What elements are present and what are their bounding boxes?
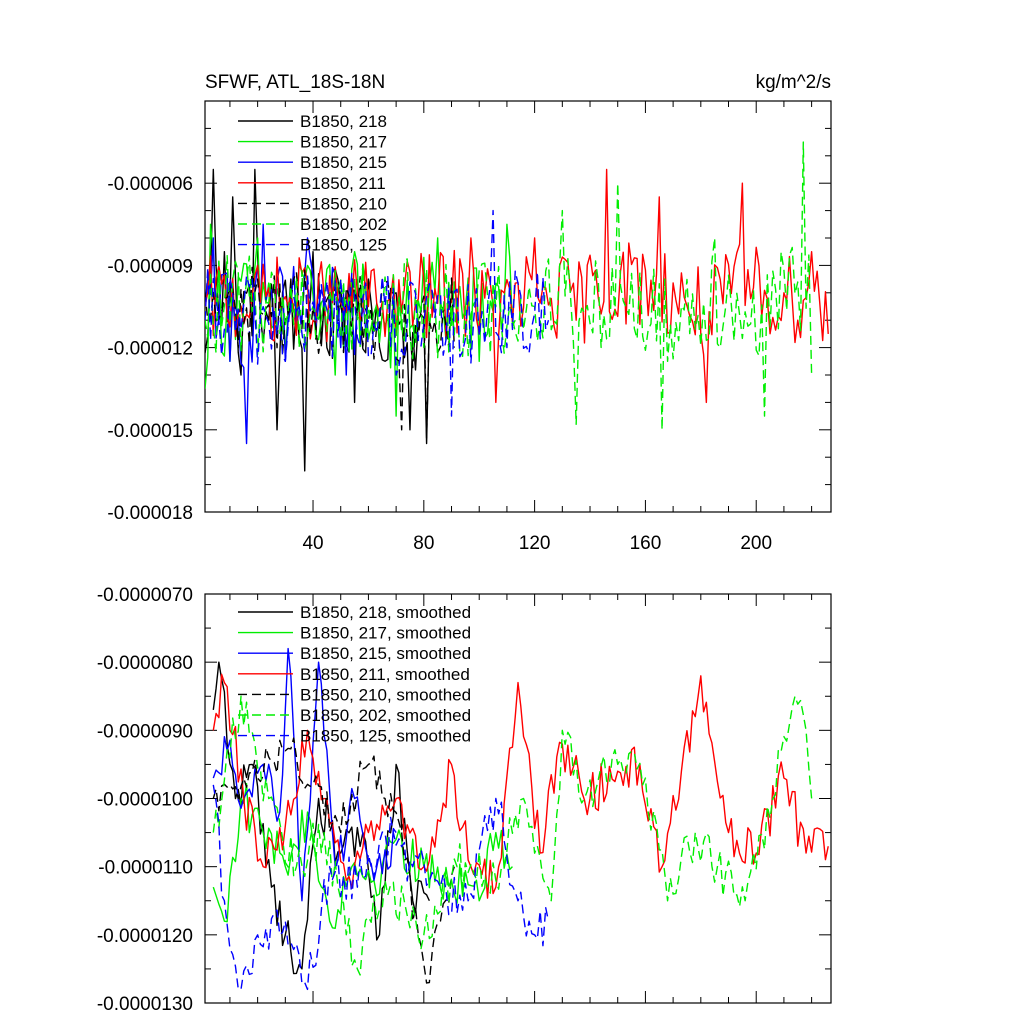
series-line-4 xyxy=(205,168,829,404)
series-line-1 xyxy=(212,661,430,975)
y-tick-label: -0.000015 xyxy=(107,421,193,442)
y-tick-label: -0.0000070 xyxy=(97,585,193,606)
x-tick-label: 160 xyxy=(630,533,662,554)
y-tick-label: -0.0000100 xyxy=(97,790,193,811)
chart-title: SFWF, ATL_18S-18N xyxy=(205,72,385,93)
legend-label: B1850, 215, smoothed xyxy=(300,644,471,663)
bottom-plot-area: -0.0000130 -0.0000120 -0.0000110 -0.0000100… xyxy=(97,585,832,1015)
legend: B1850, 218, smoothed B1850, 217, smoothed… xyxy=(238,603,471,746)
series-line-2 xyxy=(205,223,516,417)
legend-label: B1850, 217, smoothed xyxy=(300,624,471,643)
top-panel: SFWF, ATL_18S-18N kg/m^2/s 40 80 120 160 200… xyxy=(107,72,832,554)
legend-label: B1850, 218, smoothed xyxy=(300,603,471,622)
legend-label: B1850, 210 xyxy=(300,194,387,213)
legend-label: B1850, 218 xyxy=(300,112,387,131)
y-tick-label: -0.000012 xyxy=(107,339,193,360)
legend-label: B1850, 125 xyxy=(300,236,387,255)
legend-label: B1850, 211 xyxy=(300,174,386,193)
legend-label: B1850, 202 xyxy=(300,215,387,234)
x-tick-label: 200 xyxy=(740,533,772,554)
legend-label: B1850, 211, smoothed xyxy=(300,665,470,684)
y-tick-label: -0.000006 xyxy=(107,174,193,195)
legend-label: B1850, 215 xyxy=(300,153,387,172)
y-tick-label: -0.0000090 xyxy=(97,721,193,742)
series-line-6 xyxy=(212,695,813,976)
y-tick-label: -0.000009 xyxy=(107,256,193,277)
series-line-2 xyxy=(212,782,513,930)
y-tick-label: -0.000018 xyxy=(107,503,193,524)
series-line-3 xyxy=(205,223,370,445)
bottom-panel: -0.0000130 -0.0000120 -0.0000110 -0.0000100… xyxy=(97,585,832,1015)
series-lines xyxy=(205,141,829,472)
top-plot-area: 40 80 120 160 200 -0.000018 -0.000015 -0.000012… xyxy=(107,100,832,554)
x-tick-label: 120 xyxy=(519,533,551,554)
series-line-7 xyxy=(212,784,550,991)
series-lines xyxy=(212,647,829,991)
legend-label: B1850, 210, smoothed xyxy=(300,685,471,704)
y-tick-label: -0.0000080 xyxy=(97,653,193,674)
plot-frame xyxy=(204,593,832,1004)
y-tick-label: -0.0000120 xyxy=(97,926,193,947)
series-line-7 xyxy=(205,209,550,417)
legend-label: B1850, 125, smoothed xyxy=(300,727,471,746)
chart-units: kg/m^2/s xyxy=(756,72,831,93)
x-tick-label: 80 xyxy=(413,533,434,554)
y-tick-label: -0.0000130 xyxy=(97,994,193,1015)
legend-label: B1850, 202, smoothed xyxy=(300,706,471,725)
y-tick-label: -0.0000110 xyxy=(98,858,193,879)
x-tick-label: 40 xyxy=(302,533,323,554)
series-line-4 xyxy=(212,673,829,899)
legend-label: B1850, 217 xyxy=(300,133,387,152)
